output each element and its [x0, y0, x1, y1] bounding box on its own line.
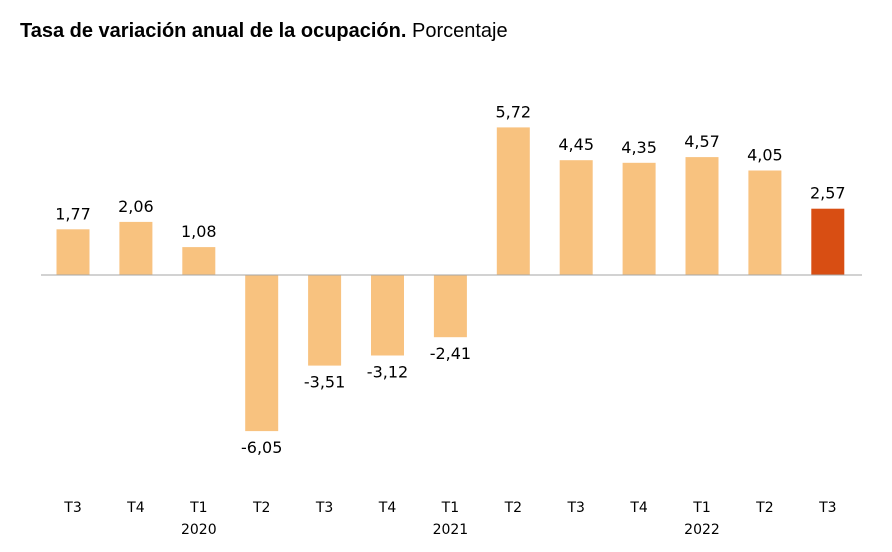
- year-label-2020: 2020: [181, 522, 217, 538]
- bar-4: [245, 275, 279, 432]
- bar-2: [119, 221, 153, 275]
- x-tick-labels-group: T3 T4 T1 2020 T2 T3 T4 T1 2021 T2 T3 T4 T1 2022 T2 T3: [63, 500, 836, 538]
- x-tick-label-10: T4: [629, 500, 648, 516]
- value-label-9: 4,45: [558, 135, 594, 154]
- value-labels-group: 1,77 2,06 1,08 -6,05 -3,51 -3,12 -2,41 5,72 4,45…: [55, 102, 845, 457]
- bar-1: [56, 229, 90, 275]
- value-label-8: 5,72: [495, 102, 531, 121]
- x-tick-label-1: T3: [63, 500, 81, 516]
- value-label-5: -3,51: [304, 373, 345, 392]
- x-tick-label-5: T3: [315, 500, 333, 516]
- bar-13: [811, 208, 845, 275]
- x-tick-label-2: T4: [126, 500, 145, 516]
- bar-3: [182, 247, 216, 275]
- bar-12: [748, 170, 782, 275]
- value-label-6: -3,12: [367, 363, 408, 382]
- chart-title-bold: Tasa de variación anual de la ocupación.: [20, 20, 407, 42]
- x-tick-label-9: T3: [566, 500, 584, 516]
- bar-6: [371, 275, 404, 356]
- x-tick-label-12: T2: [755, 500, 773, 516]
- value-label-7: -2,41: [430, 344, 471, 363]
- bars-group: [56, 127, 845, 432]
- x-tick-label-7: T1: [441, 500, 459, 516]
- bar-9: [559, 160, 593, 275]
- chart-title: Tasa de variación anual de la ocupación.…: [20, 20, 508, 43]
- x-tick-label-11: T1: [692, 500, 710, 516]
- value-label-10: 4,35: [621, 138, 657, 157]
- value-label-12: 4,05: [747, 146, 783, 165]
- x-tick-label-8: T2: [504, 500, 522, 516]
- x-tick-label-4: T2: [252, 500, 270, 516]
- bar-10: [622, 162, 656, 275]
- value-label-3: 1,08: [181, 222, 217, 241]
- value-label-2: 2,06: [118, 197, 154, 216]
- x-tick-label-6: T4: [378, 500, 397, 516]
- value-label-11: 4,57: [684, 132, 720, 151]
- x-tick-label-13: T3: [818, 500, 836, 516]
- bar-11: [685, 157, 719, 275]
- bar-8: [496, 127, 530, 276]
- value-label-4: -6,05: [241, 438, 282, 457]
- value-label-1: 1,77: [55, 204, 91, 223]
- x-tick-label-3: T1: [189, 500, 207, 516]
- year-label-2022: 2022: [684, 522, 720, 538]
- year-label-2021: 2021: [433, 522, 469, 538]
- chart-title-unit: Porcentaje: [412, 20, 508, 42]
- bar-7: [433, 275, 467, 338]
- value-label-13: 2,57: [810, 184, 846, 203]
- bar-5: [308, 275, 342, 366]
